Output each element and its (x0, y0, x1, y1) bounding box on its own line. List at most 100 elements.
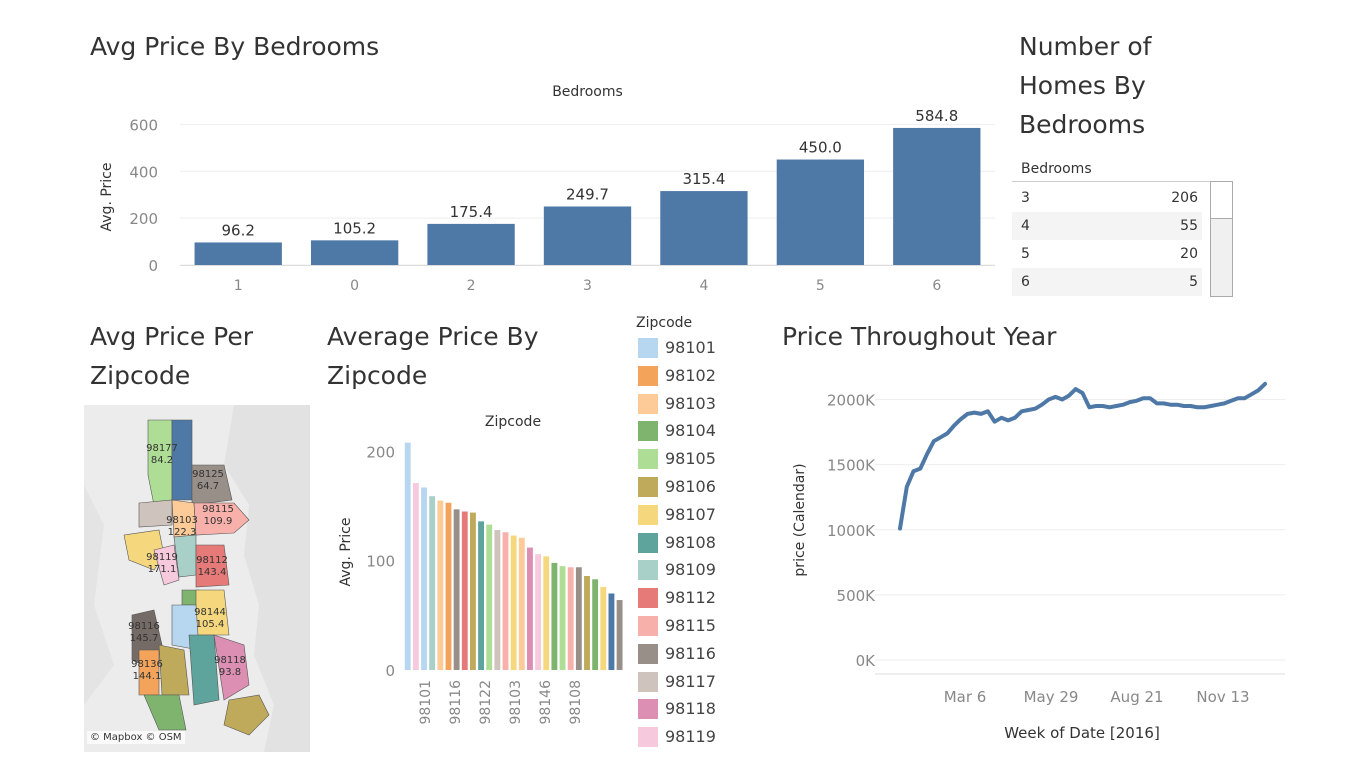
bar (429, 496, 436, 670)
map-label-98125: 98125 64.7 (190, 469, 226, 493)
x-tick-label: Mar 6 (944, 688, 987, 706)
chart-header: Bedrooms (552, 84, 623, 100)
bar (461, 511, 468, 670)
legend-label: 98105 (665, 449, 716, 469)
region-98117[interactable] (138, 499, 173, 528)
table-row[interactable]: 5 20 (1012, 240, 1202, 268)
bar (600, 586, 607, 670)
legend-label: 98102 (665, 365, 716, 385)
region-98106[interactable] (158, 644, 190, 696)
zipcode-map[interactable]: 98177 84.2 98125 64.7 98115 109.9 98103 … (84, 405, 310, 752)
x-tick-label: 1 (234, 278, 243, 294)
legend-label: 98107 (665, 504, 716, 524)
map-title-line: Avg Price Per (90, 322, 254, 351)
bar (584, 576, 590, 670)
map-label-98144: 98144 105.4 (192, 607, 228, 631)
x-tick-label: 2 (467, 278, 476, 294)
map-label-zip: 98118 (214, 655, 246, 666)
legend-swatch (638, 504, 658, 525)
count-cell: 5 (1189, 274, 1198, 290)
region-98178[interactable] (223, 694, 270, 736)
price-line-chart[interactable]: 0K 500K 1000K 1500K 2000K price (Calendar) Mar… (780, 360, 1300, 750)
map-label-zip: 98136 (131, 659, 163, 670)
map-label-98112: 98112 143.4 (194, 555, 230, 579)
region-98146[interactable] (143, 694, 187, 731)
zipcode-bar-chart[interactable]: Zipcode Avg. Price 0 100 200 98101 98116 98122 9… (330, 405, 630, 755)
table-scrollbar[interactable] (1210, 181, 1233, 297)
legend-label: 98108 (665, 532, 716, 552)
map-label-value: 145.7 (129, 633, 159, 644)
region-98118[interactable] (213, 634, 250, 701)
legend-label: 98104 (665, 421, 716, 441)
x-tick-label: 5 (816, 278, 825, 294)
legend-swatch (638, 727, 658, 748)
bar (310, 240, 399, 265)
legend-swatch (638, 477, 658, 497)
map-label-98177: 98177 84.2 (144, 443, 180, 467)
bedroom-table-header: Bedrooms (1021, 161, 1092, 177)
bar-value-label: 249.7 (566, 185, 609, 203)
region-98112[interactable] (195, 544, 230, 588)
table-row[interactable]: 6 5 (1012, 268, 1202, 296)
bar (660, 191, 748, 265)
legend-swatch (638, 365, 658, 386)
map-label-98119: 98119 171.1 (144, 552, 180, 576)
x-tick-label: 3 (583, 278, 592, 294)
y-tick-label: 500K (837, 587, 877, 605)
map-attribution[interactable]: © Mapbox © OSM (87, 731, 185, 744)
zip-chart-title-line: Zipcode (327, 361, 428, 390)
bar-value-label: 175.4 (450, 203, 493, 221)
map-label-98136: 98136 144.1 (129, 659, 165, 683)
x-tick-label: 98103 (508, 680, 524, 725)
map-label-value: 84.2 (150, 455, 174, 466)
bar-value-label: 96.2 (222, 221, 255, 239)
bar (194, 242, 282, 265)
bar (494, 530, 501, 670)
bedroom-chart-title: Avg Price By Bedrooms (90, 32, 380, 61)
y-tick-label: 200 (366, 443, 395, 461)
region-98115[interactable] (193, 502, 250, 536)
bar (502, 532, 509, 670)
bedrooms-cell: 5 (1021, 246, 1030, 262)
bar (608, 593, 615, 670)
legend-swatch (638, 671, 658, 692)
region-98125[interactable] (191, 464, 233, 506)
legend-swatch (638, 560, 658, 581)
bedroom-count-table[interactable] (1012, 181, 1233, 297)
map-label-zip: 98119 (146, 552, 178, 563)
table-row[interactable]: 4 55 (1012, 212, 1202, 240)
count-table-title-line: Homes By (1019, 71, 1146, 100)
bar (421, 487, 427, 670)
legend-swatch (638, 449, 658, 470)
map-label-zip: 98115 (202, 504, 234, 515)
table-row[interactable]: 3 206 (1012, 184, 1202, 212)
map-label-zip: 98177 (146, 443, 178, 454)
map-label-value: 93.8 (218, 667, 242, 678)
map-regions[interactable] (84, 405, 310, 752)
bedroom-bar-chart[interactable]: Bedrooms Avg. Price 0 200 400 600 96.2 1 105.2 0 1… (80, 75, 1000, 300)
scrollbar-thumb[interactable] (1211, 182, 1232, 219)
region-98108[interactable] (188, 634, 220, 706)
bar-value-label: 450.0 (799, 139, 842, 157)
legend-title: Zipcode (636, 315, 693, 331)
map-label-value: 105.4 (195, 619, 225, 630)
legend-swatch (638, 421, 658, 442)
chart-header: Zipcode (485, 414, 541, 430)
map-label-zip: 98125 (192, 469, 224, 480)
bedrooms-cell: 6 (1021, 274, 1030, 290)
bar (592, 579, 599, 670)
y-tick-label: 0 (148, 257, 158, 275)
legend-swatch (638, 532, 658, 553)
count-cell: 20 (1180, 246, 1198, 262)
x-tick-label: 98122 (478, 680, 494, 725)
legend-label: 98119 (665, 727, 716, 747)
map-label-value: 64.7 (196, 481, 220, 492)
bar (469, 512, 476, 670)
legend-swatch (638, 643, 658, 664)
legend-swatch (638, 393, 658, 414)
y-axis-label: price (Calendar) (792, 463, 808, 576)
x-tick-label: 4 (699, 278, 708, 294)
bar (575, 567, 582, 670)
bar-value-label: 315.4 (682, 170, 725, 188)
region-98119[interactable] (153, 544, 180, 586)
